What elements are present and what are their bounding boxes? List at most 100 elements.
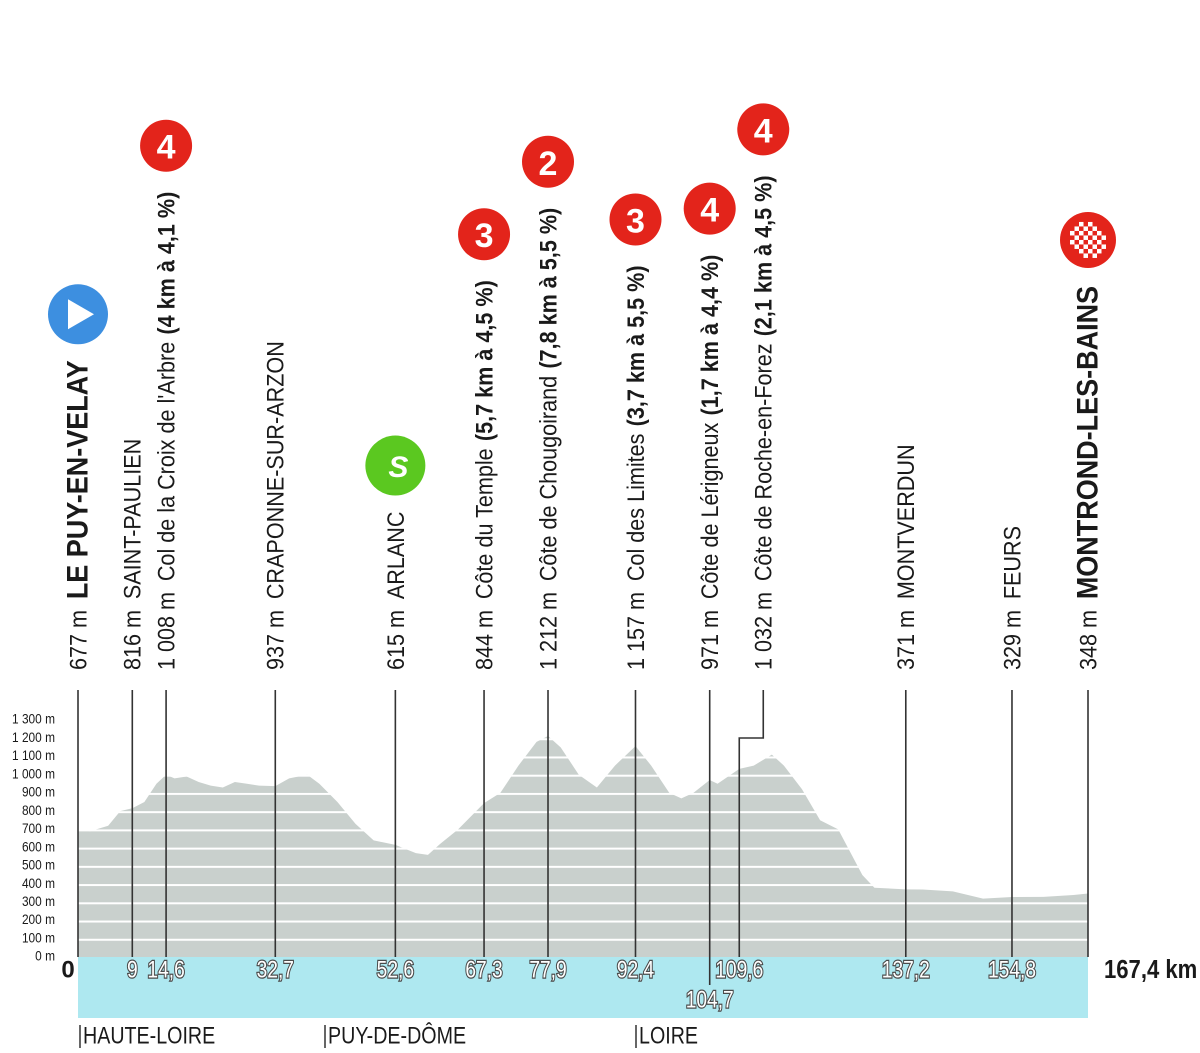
climb-badge	[737, 103, 790, 156]
y-tick-label: 0 m	[35, 948, 55, 964]
finish-checker	[1083, 235, 1088, 240]
finish-checker	[1088, 248, 1093, 254]
region-label: LOIRE	[639, 1021, 698, 1048]
altitude-label: 1 212 m	[534, 592, 561, 670]
finish-checker	[1083, 226, 1088, 231]
place-name: CRAPONNE-SUR-ARZON	[262, 341, 289, 599]
km-label: 32,7	[257, 955, 294, 983]
km-label: 92,4	[617, 955, 654, 983]
finish-checker	[1092, 253, 1097, 258]
finish-checker	[1079, 221, 1084, 227]
badge-label: 4	[157, 129, 176, 167]
place-name: FEURS	[998, 526, 1025, 599]
climb-info: (4 km à 4,1 %)	[152, 192, 179, 335]
y-tick-label: 300 m	[22, 893, 55, 909]
y-tick-label: 500 m	[22, 857, 55, 873]
elevation-area	[78, 736, 1088, 957]
altitude-label: 971 m	[696, 610, 723, 670]
waypoint-label: 1 157 m Col des Limites (3,7 km à 5,5 %)	[622, 265, 649, 670]
place-name: SAINT-PAULIEN	[119, 439, 146, 599]
finish-checker	[1074, 244, 1079, 249]
altitude-label: 1 157 m	[622, 592, 649, 670]
km-label: 9	[127, 955, 138, 983]
climb-info: (1,7 km à 4,4 %)	[696, 255, 723, 416]
place-name: Col des Limites	[622, 434, 649, 582]
finish-checker	[1074, 235, 1079, 240]
altitude-label: 937 m	[262, 610, 289, 670]
waypoint-label: 348 m MONTROND-LES-BAINS	[1071, 286, 1105, 670]
km-label: 52,6	[377, 955, 414, 983]
badge-label: 3	[475, 217, 494, 255]
finish-checker	[1092, 235, 1097, 240]
y-tick-label: 1 300 m	[12, 711, 55, 727]
y-tick-label: 700 m	[22, 820, 55, 836]
waypoint-label: 615 m ARLANC	[382, 512, 409, 670]
waypoint-label: 677 m LE PUY-EN-VELAY	[61, 360, 95, 670]
badge-label: S	[388, 451, 408, 484]
y-tick-label: 1 200 m	[12, 729, 55, 745]
waypoint-label: 844 m Côte du Temple (5,7 km à 4,5 %)	[470, 280, 497, 670]
km-label: 104,7	[686, 985, 734, 1013]
waypoint-label: 1 032 m Côte de Roche-en-Forez (2,1 km à 4…	[750, 175, 777, 670]
waypoint-label: 1 212 m Côte de Chougoirand (7,8 km à 5,5 …	[534, 208, 561, 670]
finish-checker	[1074, 226, 1079, 231]
climb-info: (5,7 km à 4,5 %)	[470, 280, 497, 441]
finish-checker	[1079, 239, 1084, 245]
finish-name: MONTROND-LES-BAINS	[1071, 286, 1105, 599]
place-name: Côte de Lérigneux	[696, 422, 723, 599]
region-label: PUY-DE-DÔME	[328, 1021, 466, 1048]
total-distance: 167,4 km	[1104, 955, 1197, 984]
altitude-label: 615 m	[382, 610, 409, 670]
y-tick-label: 1 000 m	[12, 765, 55, 781]
altitude-label: 371 m	[892, 610, 919, 670]
finish-checker	[1083, 253, 1088, 258]
distance-band	[78, 957, 1088, 1018]
finish-checker	[1092, 226, 1097, 231]
km-label: 109,6	[715, 955, 763, 983]
waypoint-label: 937 m CRAPONNE-SUR-ARZON	[262, 341, 289, 670]
finish-checker	[1088, 230, 1093, 236]
place-name: Côte de Chougoirand	[534, 376, 561, 581]
region-label: HAUTE-LOIRE	[83, 1021, 215, 1048]
finish-checker	[1079, 248, 1084, 254]
badge-label: 3	[626, 202, 645, 240]
climb-badge	[683, 182, 736, 235]
y-tick-label: 900 m	[22, 784, 55, 800]
y-tick-label: 800 m	[22, 802, 55, 818]
climb-badge	[609, 193, 662, 246]
place-name: Col de la Croix de l'Arbre	[152, 342, 179, 581]
finish-checker	[1101, 244, 1106, 249]
altitude-label: 677 m	[64, 610, 91, 670]
km-label: 67,3	[465, 955, 502, 983]
altitude-label: 844 m	[470, 610, 497, 670]
km-label: 0	[61, 956, 74, 983]
y-tick-label: 600 m	[22, 838, 55, 854]
place-name: ARLANC	[382, 512, 409, 600]
altitude-label: 1 008 m	[152, 592, 179, 670]
altitude-label: 816 m	[119, 610, 146, 670]
finish-checker	[1070, 239, 1075, 245]
badge-label: 4	[700, 192, 719, 230]
finish-checker	[1097, 248, 1102, 254]
finish-checker	[1101, 235, 1106, 240]
place-name: MONTVERDUN	[892, 444, 919, 599]
finish-checker	[1079, 230, 1084, 236]
y-tick-label: 400 m	[22, 875, 55, 891]
waypoint-label: 971 m Côte de Lérigneux (1,7 km à 4,4 %)	[696, 255, 723, 670]
km-label: 77,9	[529, 955, 566, 983]
waypoint-line	[738, 690, 765, 957]
waypoint-label: 1 008 m Col de la Croix de l'Arbre (4 km à…	[152, 192, 179, 670]
y-tick-label: 200 m	[22, 911, 55, 927]
finish-checker	[1092, 244, 1097, 249]
sprint-icon	[365, 435, 426, 496]
start-arrow	[68, 299, 94, 330]
climb-info: (2,1 km à 4,5 %)	[750, 175, 777, 336]
finish-name: LE PUY-EN-VELAY	[61, 360, 95, 599]
place-name: Côte de Roche-en-Forez	[750, 343, 777, 581]
place-name: Côte du Temple	[470, 448, 497, 599]
altitude-label: 329 m	[998, 610, 1025, 670]
climb-badge	[522, 135, 575, 188]
badge-label: 2	[539, 145, 558, 183]
